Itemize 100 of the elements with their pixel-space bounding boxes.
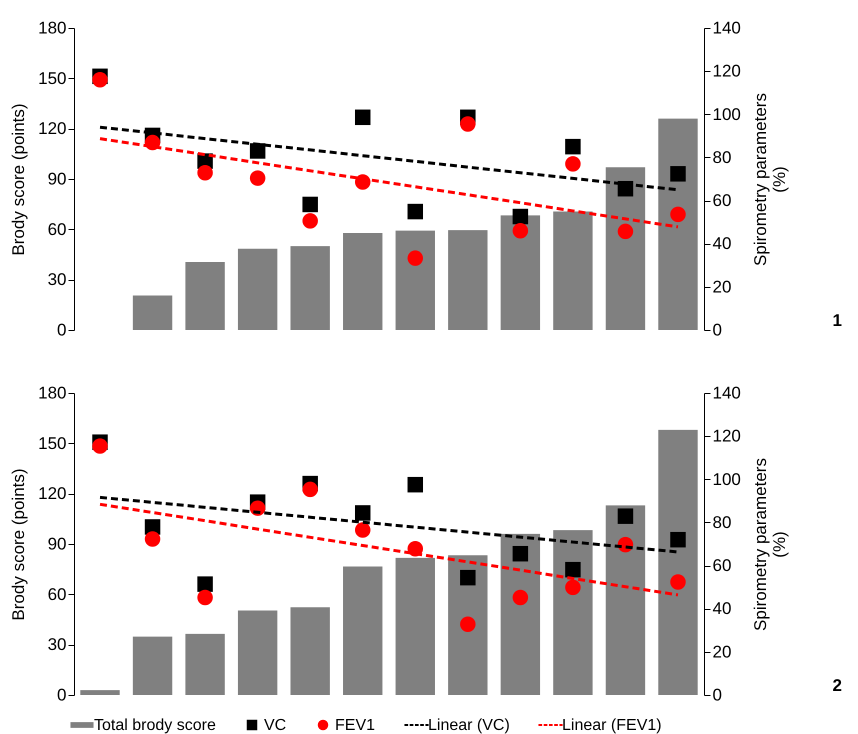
- point: [670, 206, 686, 222]
- bar: [448, 555, 488, 695]
- bar: [132, 636, 172, 695]
- bar: [290, 607, 330, 695]
- bar: [606, 167, 646, 330]
- point: [460, 570, 476, 586]
- point: [565, 138, 581, 154]
- y2-tick-label: 120: [712, 426, 741, 446]
- bar: [80, 690, 120, 695]
- y-tick-label: 30: [48, 635, 66, 654]
- y2-tick-label: 40: [712, 234, 732, 254]
- point: [512, 546, 528, 562]
- point: [565, 580, 581, 596]
- bar: [500, 215, 540, 330]
- legend-label: Total brody score: [94, 717, 216, 734]
- point: [618, 224, 634, 240]
- point: [354, 505, 370, 521]
- bar: [658, 430, 698, 695]
- point: [302, 196, 318, 212]
- y2-tick-label: 120: [712, 62, 741, 81]
- y2-tick-label: 20: [712, 642, 732, 662]
- y-tick-label: 150: [38, 434, 66, 453]
- point: [250, 143, 266, 159]
- point: [144, 531, 160, 547]
- y-tick-label: 60: [48, 220, 66, 239]
- point: [565, 156, 581, 172]
- text: 2: [832, 676, 842, 695]
- point: [460, 116, 476, 132]
- point: [408, 204, 424, 220]
- point: [408, 476, 424, 492]
- bar: [658, 118, 698, 330]
- point: [197, 590, 213, 606]
- bar: [238, 248, 278, 330]
- bar: [290, 246, 330, 330]
- y2-tick-label: 140: [712, 18, 741, 38]
- y2-tick-label: 140: [712, 384, 741, 402]
- y2-tick-label: 0: [712, 686, 722, 704]
- point: [197, 165, 213, 180]
- point: [354, 522, 370, 538]
- y-tick-label: 120: [38, 119, 66, 138]
- point: [512, 223, 528, 238]
- point: [250, 170, 266, 186]
- y-axis-title: Brody score (points): [9, 468, 28, 621]
- point: [302, 213, 318, 229]
- y-tick-label: 0: [57, 320, 66, 340]
- y2-tick-label: 100: [712, 104, 741, 124]
- point: [197, 576, 213, 592]
- y2-tick-label: 80: [712, 512, 732, 532]
- y-tick-label: 180: [38, 384, 66, 402]
- y-tick-label: 0: [57, 686, 66, 704]
- bar: [553, 530, 593, 695]
- bar: [185, 262, 225, 330]
- bar: [396, 230, 435, 330]
- y2-tick-label: 0: [712, 320, 722, 340]
- y-tick-label: 60: [48, 584, 66, 604]
- legend-label: VC: [264, 717, 286, 734]
- legend-label: Linear (FEV1): [562, 717, 662, 734]
- bar: [132, 295, 172, 330]
- y2-axis-title: Spirometry parameters (%): [750, 458, 789, 631]
- point: [460, 616, 476, 632]
- bar: [343, 566, 382, 695]
- point: [565, 562, 581, 578]
- point: [512, 208, 528, 224]
- y-tick-label: 150: [38, 68, 66, 88]
- bar: [396, 558, 435, 695]
- y2-axis-title: Spirometry parameters (%): [750, 93, 789, 266]
- point: [408, 250, 424, 266]
- y-tick-label: 90: [48, 534, 66, 554]
- y2-tick-label: 80: [712, 148, 732, 167]
- y2-tick-label: 100: [712, 470, 741, 489]
- y2-tick-label: 60: [712, 556, 732, 576]
- text: 1: [832, 311, 842, 330]
- y-axis-title: Brody score (points): [9, 103, 28, 256]
- line-series: [98, 496, 680, 554]
- y-tick-label: 120: [38, 484, 66, 504]
- bar: [606, 505, 646, 695]
- y2-tick-label: 20: [712, 277, 732, 296]
- point: [354, 110, 370, 126]
- y-tick-label: 30: [48, 270, 66, 290]
- point: [92, 72, 108, 88]
- bar: [500, 534, 540, 695]
- y2-tick-label: 60: [712, 191, 732, 210]
- y2-tick-label: 40: [712, 599, 732, 618]
- bar: [553, 212, 593, 330]
- point: [618, 508, 634, 524]
- legend-label: Linear (VC): [428, 717, 510, 734]
- point: [670, 574, 686, 590]
- line-series: [98, 502, 680, 596]
- point: [670, 532, 686, 548]
- legend-label: FEV1: [335, 717, 376, 734]
- bar: [238, 610, 278, 695]
- point: [670, 166, 686, 182]
- bar: [185, 634, 225, 695]
- point: [302, 482, 318, 498]
- bar: [448, 230, 488, 330]
- bar: [343, 233, 382, 330]
- y-tick-label: 180: [38, 18, 66, 38]
- y-tick-label: 90: [48, 170, 66, 188]
- point: [512, 590, 528, 606]
- point: [92, 438, 108, 454]
